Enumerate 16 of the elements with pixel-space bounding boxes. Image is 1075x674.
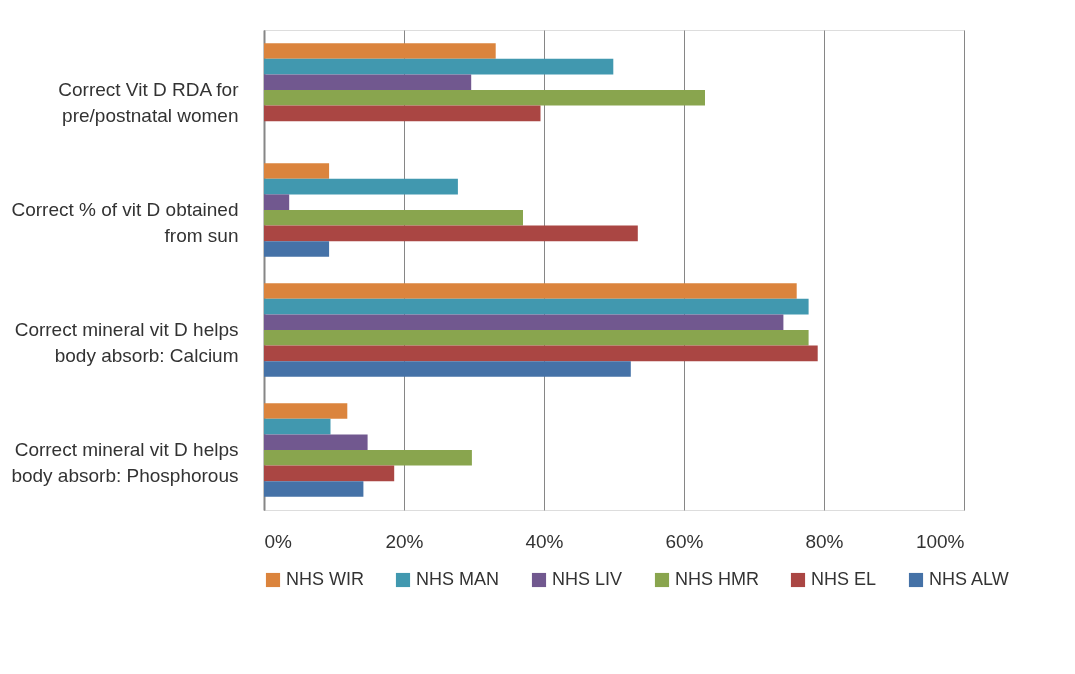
- x-tick-label: 20%: [385, 530, 424, 552]
- legend-label: NHS WIR: [286, 569, 364, 589]
- y-tick-label: Correct % of vit D obtained from sun: [11, 199, 239, 246]
- x-tick-label: 0%: [264, 530, 293, 552]
- legend-label: NHS LIV: [552, 569, 623, 589]
- y-tick-label: Correct mineral vit D helps body absorb: Calcium: [14, 319, 239, 366]
- y-tick-label: Correct mineral vit D helps body absorb: Phosphorous: [11, 439, 239, 486]
- x-tick-label: 60%: [665, 530, 704, 552]
- legend-label: NHS ALW: [929, 569, 1009, 589]
- legend-label: NHS HMR: [675, 569, 759, 589]
- legend-label: NHS MAN: [416, 569, 500, 589]
- y-tick-label: Correct Vit D RDA for pre/postnatal women: [58, 79, 240, 126]
- x-tick-label: 40%: [525, 530, 564, 552]
- x-tick-label: 100%: [915, 530, 965, 552]
- x-tick-label: 80%: [805, 530, 844, 552]
- legend-label: NHS EL: [811, 569, 877, 589]
